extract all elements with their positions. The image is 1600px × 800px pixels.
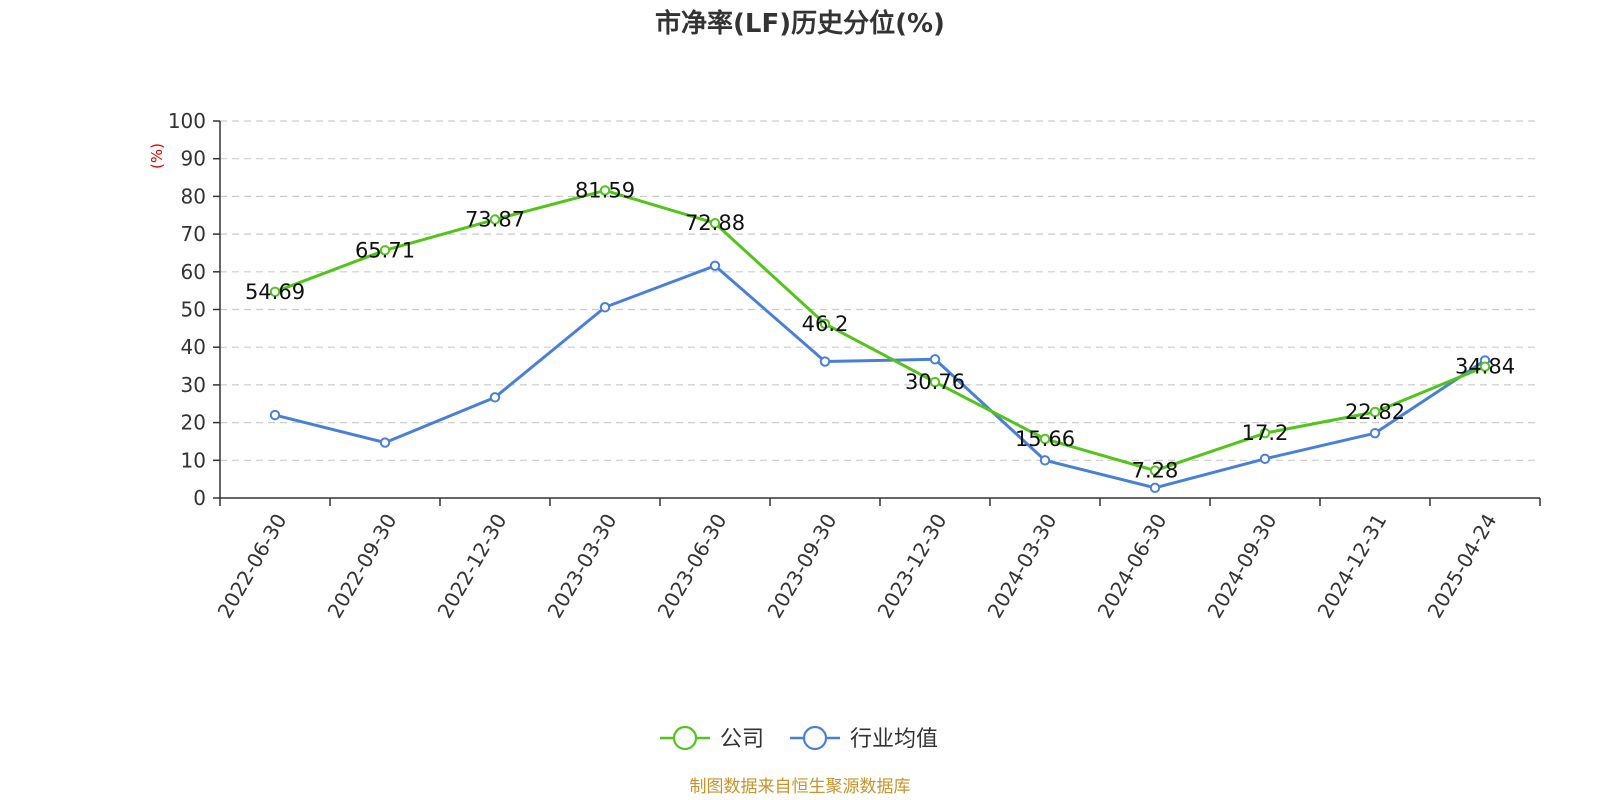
data-point[interactable] xyxy=(1369,427,1381,439)
data-point[interactable] xyxy=(599,302,611,313)
data-label: 73.87 xyxy=(465,208,525,232)
y-tick-label: 0 xyxy=(193,486,206,510)
y-tick-label: 40 xyxy=(181,335,206,359)
data-label: 30.76 xyxy=(905,370,965,394)
y-tick-label: 50 xyxy=(181,298,206,322)
data-labels: 54.69 65.71 73.87 81.59 72.88 46.2 30.76 15.66 7… xyxy=(245,178,1515,482)
x-tick-label: 2024-06-30 xyxy=(1093,510,1172,623)
y-tick-label: 100 xyxy=(168,109,206,133)
x-tick-label: 2022-12-30 xyxy=(433,510,512,623)
data-point[interactable] xyxy=(1039,455,1051,466)
series-0 xyxy=(269,185,1491,476)
legend-label: 行业均值 xyxy=(850,727,938,752)
chart-title: 市净率(LF)历史分位(%) xyxy=(655,8,945,39)
x-tick-label: 2023-06-30 xyxy=(653,510,732,623)
x-tick-label: 2023-03-30 xyxy=(543,510,622,623)
data-point[interactable] xyxy=(1149,465,1161,476)
data-label: 72.88 xyxy=(685,211,745,235)
data-point[interactable] xyxy=(1039,433,1051,445)
data-point[interactable] xyxy=(819,318,831,330)
y-tick-label: 80 xyxy=(181,184,206,208)
data-point[interactable] xyxy=(379,245,391,256)
x-tick-label: 2024-09-30 xyxy=(1203,510,1282,623)
legend-label: 公司 xyxy=(720,727,764,752)
data-point[interactable] xyxy=(269,286,281,298)
legend-item-1[interactable]: 行业均值 xyxy=(790,725,938,752)
legend-circle-icon xyxy=(802,725,828,751)
x-tick-label: 2024-03-30 xyxy=(983,510,1062,623)
data-point[interactable] xyxy=(1259,427,1271,439)
series-group: 54.69 65.71 73.87 81.59 72.88 46.2 30.76 15.66 7… xyxy=(245,178,1515,494)
y-axis-unit: (%) xyxy=(148,143,166,169)
series-line xyxy=(274,188,1486,473)
data-point[interactable] xyxy=(1259,453,1271,464)
y-tick-label: 10 xyxy=(181,448,206,472)
x-tick-label: 2022-06-30 xyxy=(213,510,292,623)
data-label: 34.84 xyxy=(1455,355,1515,379)
data-source-note: 制图数据来自恒生聚源数据库 xyxy=(690,777,911,797)
y-tick-label: 20 xyxy=(181,411,206,435)
data-label: 54.69 xyxy=(245,280,305,304)
x-tick-label: 2022-09-30 xyxy=(323,510,402,623)
data-point[interactable] xyxy=(599,185,611,196)
x-tick-label: 2025-04-24 xyxy=(1423,510,1502,623)
data-point[interactable] xyxy=(709,260,721,271)
data-point[interactable] xyxy=(379,437,391,448)
data-label: 65.71 xyxy=(355,238,415,262)
data-point[interactable] xyxy=(489,214,501,225)
series-line xyxy=(274,264,1486,490)
y-tick-label: 30 xyxy=(181,373,206,397)
grid-lines xyxy=(220,120,1540,461)
data-label: 15.66 xyxy=(1015,427,1075,451)
y-tick-label: 90 xyxy=(181,147,206,171)
data-label: 46.2 xyxy=(802,312,849,336)
x-axis: 2022-06-30 2022-09-30 2022-12-30 2023-03-30… xyxy=(213,497,1541,623)
data-point[interactable] xyxy=(929,354,941,365)
data-point[interactable] xyxy=(1479,361,1491,372)
y-tick-label: 60 xyxy=(181,260,206,284)
data-point[interactable] xyxy=(929,376,941,388)
legend[interactable]: 公司 行业均值 xyxy=(660,725,938,752)
data-label: 81.59 xyxy=(575,178,635,202)
data-label: 22.82 xyxy=(1345,400,1405,424)
data-point[interactable] xyxy=(489,392,501,403)
data-label: 7.28 xyxy=(1132,459,1179,483)
x-tick-label: 2024-12-31 xyxy=(1313,510,1392,623)
data-label: 17.2 xyxy=(1242,421,1289,445)
y-axis: 0 10 20 30 40 50 60 70 80 90 100 xyxy=(168,109,221,510)
data-point[interactable] xyxy=(1369,406,1381,418)
x-tick-label: 2023-12-30 xyxy=(873,510,952,623)
data-point[interactable] xyxy=(709,218,721,229)
y-tick-label: 70 xyxy=(181,222,206,246)
data-point[interactable] xyxy=(269,409,281,421)
data-point[interactable] xyxy=(1149,482,1161,494)
x-tick-label: 2023-09-30 xyxy=(763,510,842,623)
legend-circle-icon xyxy=(672,725,698,751)
data-point[interactable] xyxy=(819,356,831,367)
legend-item-0[interactable]: 公司 xyxy=(660,725,764,752)
series-1 xyxy=(269,260,1491,494)
